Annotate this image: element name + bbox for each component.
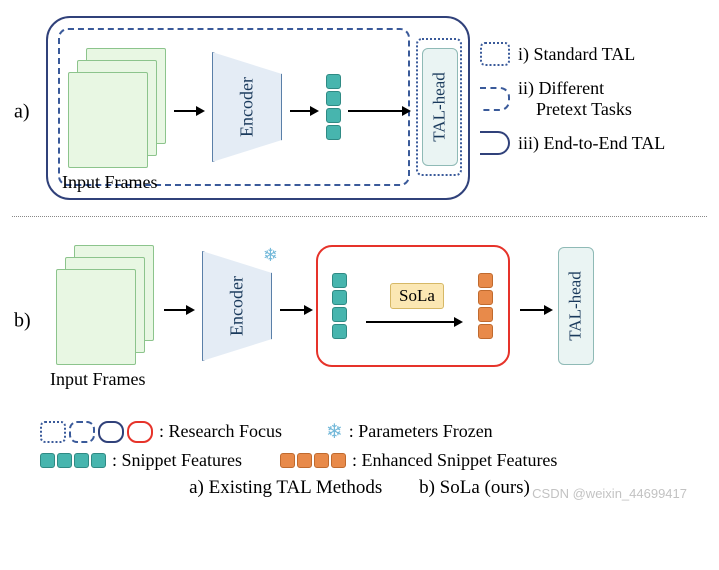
legend-text-standard: i) Standard TAL bbox=[518, 44, 635, 65]
tal-head-b: TAL-head bbox=[558, 247, 594, 365]
snippet bbox=[40, 453, 55, 468]
legend-box-different-icon bbox=[480, 87, 510, 111]
focus-box-std-icon bbox=[40, 421, 66, 443]
snippet-enhanced bbox=[297, 453, 312, 468]
snippets-b-in bbox=[332, 273, 347, 339]
encoder-label-b: Encoder bbox=[227, 276, 248, 336]
snippet bbox=[57, 453, 72, 468]
tal-head-label-b: TAL-head bbox=[566, 271, 586, 340]
encoder-label-a: Encoder bbox=[237, 77, 258, 137]
focus-box-e2e-icon bbox=[98, 421, 124, 443]
snippet bbox=[332, 273, 347, 288]
watermark: CSDN @weixin_44699417 bbox=[532, 486, 687, 501]
snippet bbox=[326, 125, 341, 140]
legend-text-e2e: iii) End-to-End TAL bbox=[518, 133, 665, 154]
snippets-a bbox=[326, 74, 341, 140]
panel-b: b) Input Frames Encoder ❄ SoLa TAL-hea bbox=[12, 231, 707, 411]
legend-research-focus: : Research Focus bbox=[159, 421, 282, 442]
snippet-enhanced bbox=[331, 453, 346, 468]
legend-row-e2e: iii) End-to-End TAL bbox=[480, 131, 665, 155]
legend-panel-a: i) Standard TAL ii) Different Pretext Ta… bbox=[480, 42, 665, 167]
legend-ii-line2: Pretext Tasks bbox=[536, 99, 632, 119]
snippet-enhanced bbox=[280, 453, 295, 468]
snippet-enhanced bbox=[478, 273, 493, 288]
panel-a: a) Input Frames Encoder TAL-head i) Stan… bbox=[12, 12, 707, 212]
legend-row-focus-frozen: : Research Focus ❄ : Parameters Frozen bbox=[12, 419, 707, 444]
legend-row-different: ii) Different Pretext Tasks bbox=[480, 78, 665, 119]
legend-ii-line1: ii) Different bbox=[518, 78, 604, 98]
legend-snippet-features: : Snippet Features bbox=[112, 450, 242, 471]
arrow-b2 bbox=[280, 305, 313, 315]
snippet bbox=[326, 91, 341, 106]
legend-row-snippets: : Snippet Features : Enhanced Snippet Fe… bbox=[12, 450, 707, 471]
arrow-b1 bbox=[164, 305, 195, 315]
encoder-a: Encoder bbox=[212, 52, 282, 162]
frame bbox=[68, 72, 148, 168]
legend-text-different: ii) Different Pretext Tasks bbox=[518, 78, 632, 119]
snippet bbox=[74, 453, 89, 468]
legend-box-standard-icon bbox=[480, 42, 510, 66]
legend-bottom: : Research Focus ❄ : Parameters Frozen :… bbox=[12, 419, 707, 471]
snowflake-icon: ❄ bbox=[263, 245, 278, 266]
frame bbox=[56, 269, 136, 365]
snippet bbox=[326, 74, 341, 89]
snippet bbox=[332, 290, 347, 305]
legend-parameters-frozen: : Parameters Frozen bbox=[349, 421, 493, 442]
sola-arrow bbox=[366, 317, 463, 327]
snippet-features-icons bbox=[40, 453, 106, 468]
tal-head-a: TAL-head bbox=[422, 48, 458, 166]
snippet-enhanced bbox=[314, 453, 329, 468]
input-frames-label-a: Input Frames bbox=[62, 172, 157, 193]
focus-box-red-icon bbox=[127, 421, 153, 443]
arrow-b3 bbox=[520, 305, 553, 315]
panel-b-label: b) bbox=[14, 310, 31, 333]
caption-row: a) Existing TAL Methods b) SoLa (ours) C… bbox=[12, 477, 707, 499]
focus-boxes-icons bbox=[40, 421, 153, 443]
arrow-a1 bbox=[174, 106, 205, 116]
arrow-a2 bbox=[290, 106, 319, 116]
panel-divider bbox=[12, 216, 707, 217]
enhanced-features-icons bbox=[280, 453, 346, 468]
snippet-enhanced bbox=[478, 290, 493, 305]
input-frames-a: Input Frames bbox=[68, 48, 168, 168]
snippet-enhanced bbox=[478, 307, 493, 322]
caption-b: b) SoLa (ours) bbox=[419, 477, 530, 498]
legend-enhanced-features: : Enhanced Snippet Features bbox=[352, 450, 557, 471]
panel-a-label: a) bbox=[14, 101, 30, 124]
snippet-enhanced bbox=[478, 324, 493, 339]
legend-row-standard: i) Standard TAL bbox=[480, 42, 665, 66]
snippet bbox=[91, 453, 106, 468]
snowflake-legend-icon: ❄ bbox=[326, 419, 343, 444]
snippet bbox=[332, 307, 347, 322]
input-frames-b: Input Frames bbox=[56, 245, 156, 365]
arrow-a3 bbox=[348, 106, 411, 116]
tal-head-label-a: TAL-head bbox=[430, 72, 450, 141]
sola-label: SoLa bbox=[390, 283, 444, 309]
snippet bbox=[326, 108, 341, 123]
input-frames-label-b: Input Frames bbox=[50, 369, 145, 390]
snippets-b-out bbox=[478, 273, 493, 339]
encoder-b: Encoder ❄ bbox=[202, 251, 272, 361]
legend-box-e2e-icon bbox=[480, 131, 510, 155]
focus-box-diff-icon bbox=[69, 421, 95, 443]
caption-a: a) Existing TAL Methods bbox=[189, 477, 382, 498]
snippet bbox=[332, 324, 347, 339]
